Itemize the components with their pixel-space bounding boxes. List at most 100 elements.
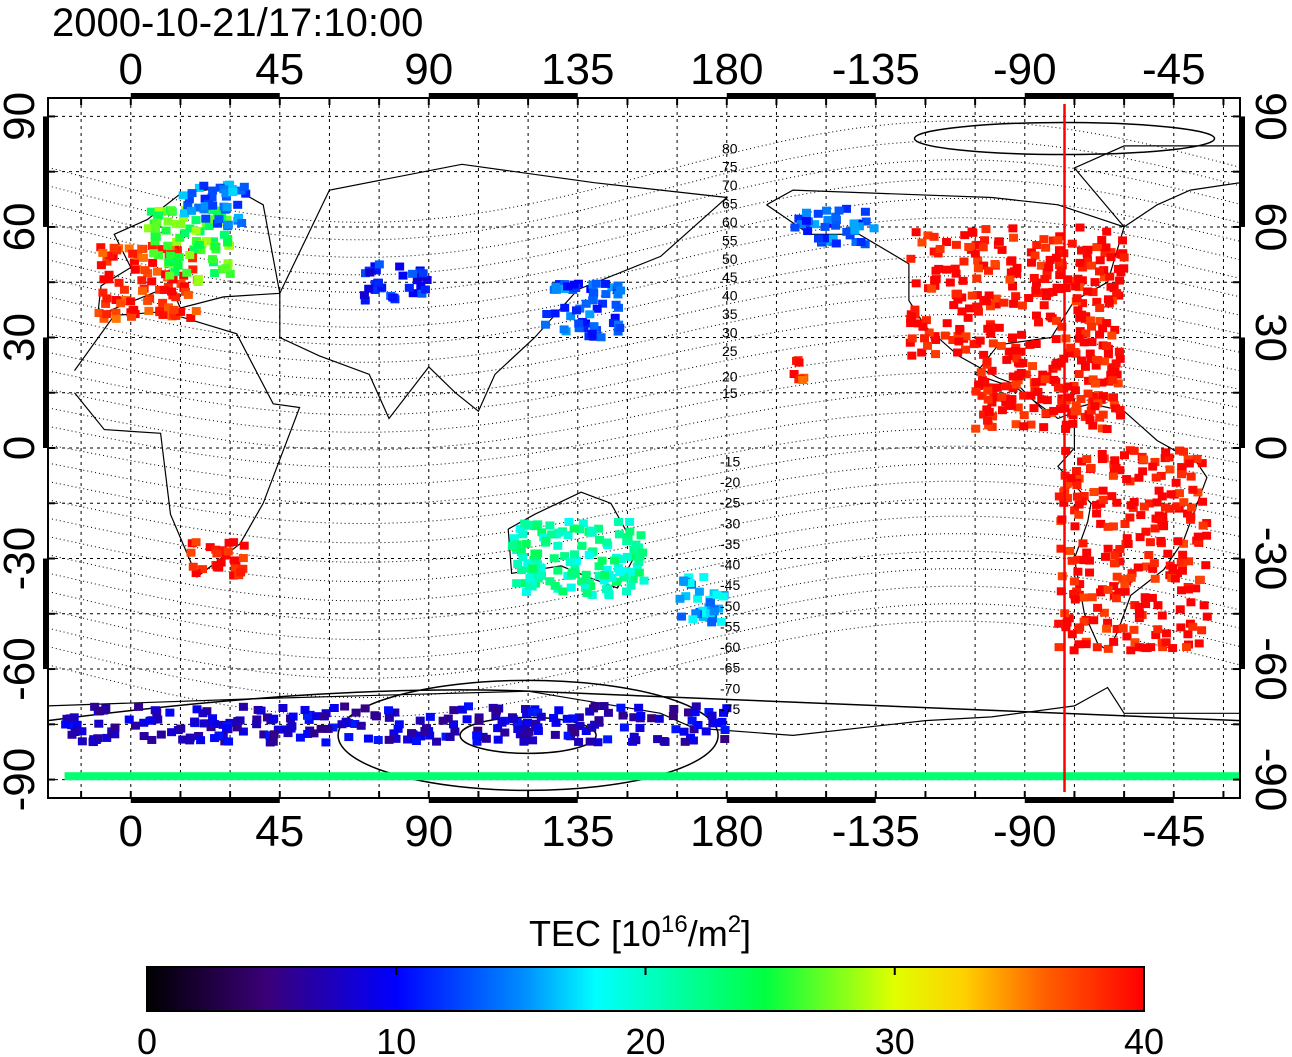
tec-cell xyxy=(562,714,572,723)
tec-cell xyxy=(1072,492,1082,501)
tec-cell xyxy=(1194,639,1204,648)
tec-cell xyxy=(134,702,144,711)
tec-cell xyxy=(981,297,991,306)
tec-cell xyxy=(536,571,546,580)
dip-line xyxy=(47,217,1241,311)
tec-cell xyxy=(988,339,998,348)
tec-cell xyxy=(628,574,638,583)
tec-cell xyxy=(911,228,921,237)
tec-cell xyxy=(224,538,234,547)
tec-cell xyxy=(519,737,529,746)
tec-cell xyxy=(88,738,98,747)
tec-cell xyxy=(1141,527,1151,536)
tec-cell xyxy=(913,319,923,328)
tec-cell xyxy=(1011,380,1021,389)
tec-cell xyxy=(984,421,994,430)
tec-cell xyxy=(559,325,569,334)
tec-cell xyxy=(930,332,940,341)
tec-cell xyxy=(1102,227,1112,236)
tec-cell xyxy=(214,731,224,740)
tec-cell xyxy=(1066,343,1076,352)
tec-cell xyxy=(1087,261,1097,270)
tec-cell xyxy=(935,244,945,253)
tec-cell xyxy=(1108,471,1118,480)
tec-cell xyxy=(1158,643,1168,652)
tec-cell xyxy=(1088,375,1098,384)
tec-cell xyxy=(360,296,370,305)
tec-cell xyxy=(589,288,599,297)
tec-cell xyxy=(575,722,585,731)
tec-cell xyxy=(602,565,612,574)
tec-cell xyxy=(1062,494,1072,503)
tec-cell xyxy=(129,305,139,314)
tec-cell xyxy=(701,727,711,736)
tec-cell xyxy=(1112,572,1122,581)
tec-cell xyxy=(1153,601,1163,610)
tec-cell xyxy=(208,206,218,215)
tec-cell xyxy=(1001,382,1011,391)
tec-cell xyxy=(819,234,829,243)
tec-cell xyxy=(1074,500,1084,509)
tec-cell xyxy=(1179,498,1189,507)
tec-cell xyxy=(104,275,114,284)
tec-cell xyxy=(1083,389,1093,398)
tec-cell xyxy=(152,218,162,227)
tec-cell xyxy=(570,570,580,579)
tec-cell xyxy=(1201,561,1211,570)
tec-cell xyxy=(528,564,538,573)
tec-cell xyxy=(854,222,864,231)
tec-cell xyxy=(1123,539,1133,548)
frame-band xyxy=(1240,116,1245,227)
tec-cell xyxy=(1042,396,1052,405)
tec-cell xyxy=(194,731,204,740)
tec-cell xyxy=(163,303,173,312)
tec-cell xyxy=(1126,646,1136,655)
colorbar-tick-label: 40 xyxy=(1124,1021,1164,1057)
tec-cell xyxy=(1112,498,1122,507)
tec-cell xyxy=(1068,419,1078,428)
tec-cell xyxy=(1116,411,1126,420)
tec-cell xyxy=(518,553,528,562)
tec-cell xyxy=(690,708,700,717)
tec-cell xyxy=(981,225,991,234)
tec-cell xyxy=(1174,446,1184,455)
tec-cell xyxy=(1119,451,1129,460)
tec-cell xyxy=(948,335,958,344)
frame-band xyxy=(726,93,876,98)
tec-cell xyxy=(415,716,425,725)
tec-cell xyxy=(403,735,413,744)
tec-cell xyxy=(1019,391,1029,400)
tec-cell xyxy=(1017,330,1027,339)
tec-cell xyxy=(359,291,369,300)
tec-cell xyxy=(1079,492,1089,501)
tec-cell xyxy=(629,713,639,722)
tec-cell xyxy=(1118,236,1128,245)
tec-cell xyxy=(691,702,701,711)
tec-cell xyxy=(167,206,177,215)
tec-cell xyxy=(636,711,646,720)
tec-cell xyxy=(669,704,679,713)
left-lat-label: 0 xyxy=(0,436,44,460)
tec-cell xyxy=(1108,376,1118,385)
tec-cell xyxy=(923,231,933,240)
tec-cell xyxy=(180,229,190,238)
tec-cell xyxy=(1083,287,1093,296)
tec-cell xyxy=(1057,572,1067,581)
tec-cell xyxy=(101,299,111,308)
tec-cell xyxy=(515,524,525,533)
tec-cell xyxy=(500,728,510,737)
tec-cell xyxy=(221,551,231,560)
frame-band xyxy=(1024,93,1174,98)
tec-cell xyxy=(144,306,154,315)
tec-cell xyxy=(704,602,714,611)
tec-cell xyxy=(119,285,129,294)
left-lat-label: -30 xyxy=(0,527,44,591)
tec-cell xyxy=(1139,455,1149,464)
tec-cell xyxy=(1187,503,1197,512)
dip-line xyxy=(47,515,1241,602)
tec-cell xyxy=(1183,630,1193,639)
tec-cell xyxy=(595,535,605,544)
tec-cell xyxy=(1120,519,1130,528)
tec-cell xyxy=(533,560,543,569)
tec-cell xyxy=(154,251,164,260)
